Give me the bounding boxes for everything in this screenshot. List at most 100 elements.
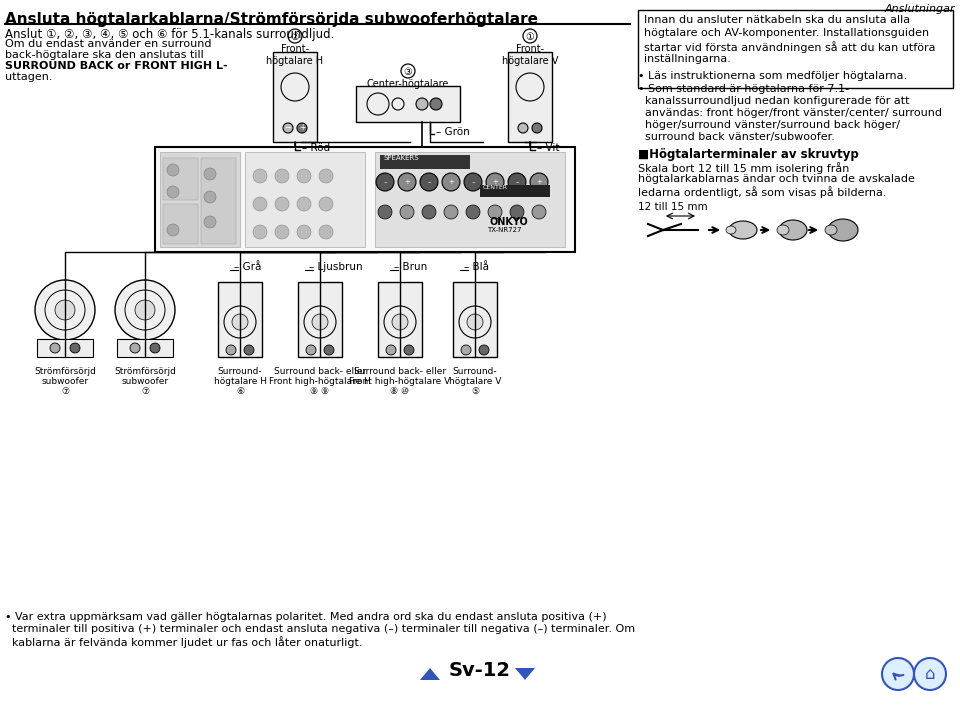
Text: – Grön: – Grön (436, 127, 469, 137)
Circle shape (204, 216, 216, 228)
Circle shape (530, 173, 548, 191)
Circle shape (50, 343, 60, 353)
Circle shape (253, 169, 267, 183)
Circle shape (70, 343, 80, 353)
Text: • Läs instruktionerna som medföljer högtalarna.: • Läs instruktionerna som medföljer högt… (638, 71, 907, 81)
Text: SURROUND BACK or FRONT HIGH L-: SURROUND BACK or FRONT HIGH L- (5, 61, 228, 71)
Text: ⑦: ⑦ (60, 387, 69, 396)
Bar (37, 339, 93, 357)
Circle shape (444, 205, 458, 219)
Ellipse shape (729, 221, 757, 239)
Text: kanalssurroundljud nedan konfigurerade för att: kanalssurroundljud nedan konfigurerade f… (638, 96, 909, 106)
Circle shape (135, 300, 155, 320)
Circle shape (150, 343, 160, 353)
Text: uttagen.: uttagen. (5, 72, 53, 82)
Circle shape (532, 205, 546, 219)
Text: ⑨ ⑨: ⑨ ⑨ (310, 387, 329, 396)
Circle shape (55, 300, 75, 320)
Circle shape (232, 314, 248, 330)
Circle shape (319, 169, 333, 183)
Circle shape (442, 173, 460, 191)
Text: Strömförsörjd: Strömförsörjd (34, 367, 96, 376)
Bar (218, 282, 262, 357)
Text: högtalare och AV-komponenter. Installationsguiden: högtalare och AV-komponenter. Installati… (644, 28, 929, 38)
Circle shape (508, 173, 526, 191)
Circle shape (297, 123, 307, 133)
Circle shape (400, 205, 414, 219)
Circle shape (422, 205, 436, 219)
Circle shape (416, 98, 428, 110)
Bar (298, 282, 342, 357)
Text: Surround back- eller: Surround back- eller (354, 367, 446, 376)
Circle shape (204, 191, 216, 203)
Bar (117, 339, 173, 357)
Text: ②: ② (291, 32, 300, 42)
Bar (453, 282, 497, 357)
Bar (375, 152, 565, 247)
Bar (356, 86, 460, 122)
Bar (638, 10, 953, 88)
Circle shape (420, 173, 438, 191)
Text: –: – (516, 179, 518, 185)
Circle shape (253, 225, 267, 239)
Circle shape (532, 123, 542, 133)
Text: kablarna är felvända kommer ljudet ur fas och låter onaturligt.: kablarna är felvända kommer ljudet ur fa… (5, 636, 363, 648)
Text: användas: front höger/front vänster/center/ surround: användas: front höger/front vänster/cent… (638, 108, 942, 118)
Ellipse shape (779, 220, 807, 240)
Text: –: – (427, 179, 431, 185)
Polygon shape (515, 668, 535, 680)
Ellipse shape (828, 219, 858, 241)
Circle shape (882, 658, 914, 690)
Text: subwoofer: subwoofer (121, 377, 169, 386)
Text: • Som standard är högtalarna för 7.1-: • Som standard är högtalarna för 7.1- (638, 84, 850, 94)
Text: – Brun: – Brun (394, 262, 427, 272)
Text: subwoofer: subwoofer (41, 377, 88, 386)
Circle shape (386, 345, 396, 355)
Bar (380, 155, 470, 169)
Ellipse shape (825, 225, 837, 235)
Text: CENTER: CENTER (483, 185, 508, 190)
Circle shape (488, 205, 502, 219)
Circle shape (115, 280, 175, 340)
Circle shape (226, 345, 236, 355)
Circle shape (167, 186, 179, 198)
Circle shape (297, 169, 311, 183)
Text: • Var extra uppmärksam vad gäller högtalarnas polaritet. Med andra ord ska du en: • Var extra uppmärksam vad gäller högtal… (5, 612, 607, 622)
Circle shape (275, 197, 289, 211)
Text: – Vit: – Vit (537, 143, 560, 153)
Circle shape (130, 343, 140, 353)
Circle shape (392, 314, 408, 330)
Text: TX-NR727: TX-NR727 (487, 227, 521, 233)
Text: Ansluta högtalarkablarna/Strömförsörjda subwooferhögtalare: Ansluta högtalarkablarna/Strömförsörjda … (5, 12, 538, 27)
Text: Surround-: Surround- (453, 367, 497, 376)
Circle shape (167, 164, 179, 176)
Text: ⑥: ⑥ (236, 387, 244, 396)
Text: terminaler till positiva (+) terminaler och endast ansluta negativa (–) terminal: terminaler till positiva (+) terminaler … (5, 624, 636, 634)
Circle shape (430, 98, 442, 110)
Circle shape (518, 123, 528, 133)
Bar (378, 282, 422, 357)
Text: – Grå: – Grå (234, 262, 261, 272)
Text: 12 till 15 mm: 12 till 15 mm (638, 202, 708, 212)
Text: +: + (448, 179, 454, 185)
Circle shape (167, 224, 179, 236)
Text: –: – (383, 179, 387, 185)
Text: startar vid första användningen så att du kan utföra: startar vid första användningen så att d… (644, 41, 935, 53)
Text: back-högtalare ska den anslutas till: back-högtalare ska den anslutas till (5, 50, 204, 60)
Polygon shape (420, 668, 440, 680)
Circle shape (378, 205, 392, 219)
Circle shape (479, 345, 489, 355)
Text: +: + (492, 179, 498, 185)
Text: ■Högtalarterminaler av skruvtyp: ■Högtalarterminaler av skruvtyp (638, 148, 859, 161)
Circle shape (275, 225, 289, 239)
Text: Om du endast använder en surround: Om du endast använder en surround (5, 39, 211, 49)
Text: högtalare H: högtalare H (213, 377, 267, 386)
Text: Front high-högtalare V: Front high-högtalare V (349, 377, 450, 386)
Circle shape (467, 314, 483, 330)
Circle shape (35, 280, 95, 340)
Text: höger/surround vänster/surround back höger/: höger/surround vänster/surround back hög… (638, 120, 900, 130)
Bar (163, 204, 198, 244)
Circle shape (319, 197, 333, 211)
Text: Front high-högtalare H: Front high-högtalare H (269, 377, 371, 386)
Text: ③: ③ (403, 67, 413, 77)
